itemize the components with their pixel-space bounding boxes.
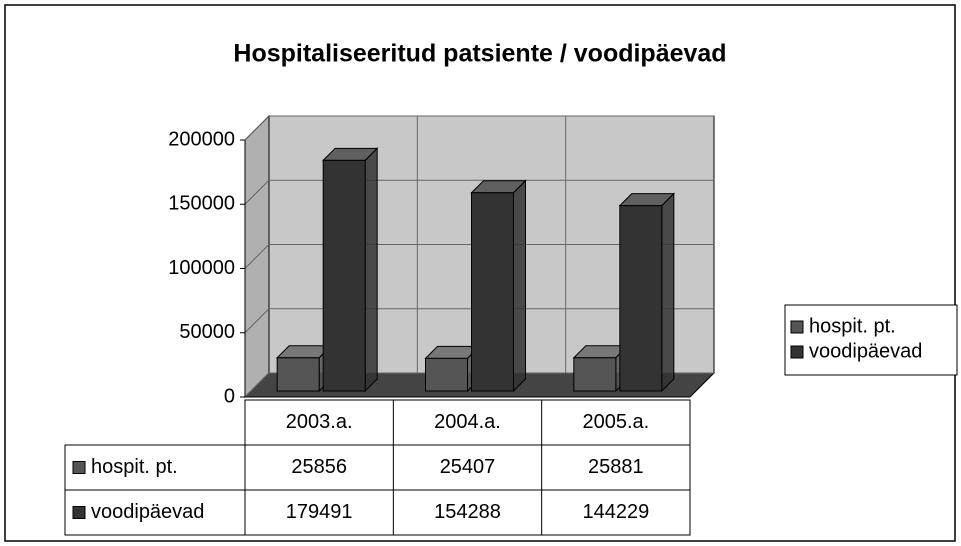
table-value: 154288 bbox=[434, 501, 501, 523]
y-tick-label: 50000 bbox=[179, 321, 235, 343]
legend-key bbox=[790, 345, 804, 359]
table-value: 144229 bbox=[582, 501, 649, 523]
bar bbox=[471, 192, 514, 392]
x-tick-label: 2004.a. bbox=[434, 411, 501, 433]
legend-label: hospit. pt. bbox=[809, 315, 896, 337]
bar bbox=[573, 357, 617, 392]
y-tick-label: 0 bbox=[224, 385, 235, 407]
x-tick-label: 2003.a. bbox=[286, 411, 353, 433]
legend-label: voodipäevad bbox=[809, 340, 922, 362]
bar bbox=[276, 357, 320, 392]
chart-title: Hospitaliseeritud patsiente / voodipäeva… bbox=[233, 40, 726, 68]
grid-line bbox=[244, 308, 270, 334]
grid-line bbox=[244, 115, 270, 141]
table-row-label: hospit. pt. bbox=[91, 456, 178, 478]
bar bbox=[425, 357, 468, 392]
bar-side bbox=[513, 179, 526, 393]
x-tick-label: 2005.a. bbox=[582, 411, 649, 433]
legend-key bbox=[790, 320, 804, 334]
table-row-label: voodipäevad bbox=[91, 501, 204, 523]
table-value: 179491 bbox=[286, 501, 353, 523]
bar-side bbox=[661, 192, 675, 393]
grid-line bbox=[244, 372, 270, 398]
table-value: 25881 bbox=[588, 456, 644, 478]
bar-side bbox=[364, 147, 378, 393]
table-value: 25407 bbox=[440, 456, 496, 478]
bar bbox=[619, 205, 663, 392]
y-tick-label: 150000 bbox=[168, 193, 235, 215]
table-key bbox=[72, 461, 86, 474]
table-key bbox=[72, 506, 86, 519]
y-tick-label: 100000 bbox=[168, 257, 235, 279]
legend-box bbox=[784, 304, 958, 376]
grid-line bbox=[244, 244, 270, 269]
bar bbox=[322, 159, 366, 392]
table-value: 25856 bbox=[291, 456, 347, 478]
grid-line bbox=[244, 179, 270, 205]
y-tick-label: 200000 bbox=[168, 128, 235, 150]
